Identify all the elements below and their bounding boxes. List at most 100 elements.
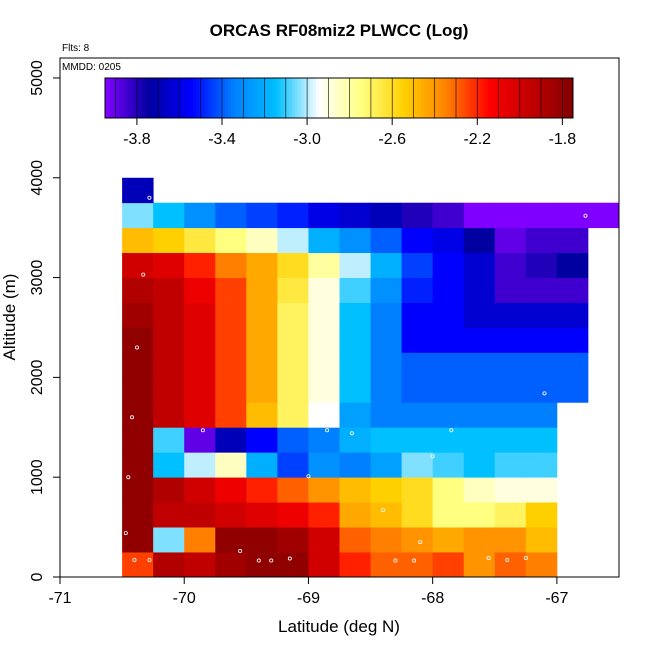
colorbar-swatch bbox=[523, 78, 527, 118]
colorbar-swatch bbox=[327, 78, 331, 118]
colorbar-swatch bbox=[453, 78, 457, 118]
colorbar-swatch bbox=[128, 78, 132, 118]
heatmap-cell bbox=[153, 502, 185, 528]
heatmap-cell bbox=[153, 277, 185, 303]
colorbar-swatch bbox=[125, 78, 129, 118]
heatmap-cell bbox=[122, 352, 154, 378]
heatmap-cell bbox=[153, 202, 185, 229]
colorbar-swatch bbox=[172, 78, 176, 118]
heatmap-cell bbox=[184, 252, 216, 278]
heatmap-cell bbox=[215, 502, 247, 528]
colorbar-tick-label: -2.2 bbox=[463, 131, 491, 148]
colorbar-swatch bbox=[359, 78, 363, 118]
colorbar-tick-label: -3.8 bbox=[123, 131, 151, 148]
colorbar-swatch bbox=[163, 78, 167, 118]
colorbar-swatch bbox=[447, 78, 451, 118]
heatmap-cell bbox=[215, 452, 247, 478]
colorbar-swatch bbox=[353, 78, 358, 118]
colorbar-swatch bbox=[444, 78, 448, 118]
heatmap-cell bbox=[184, 202, 216, 229]
colorbar-swatch bbox=[178, 78, 182, 118]
colorbar-swatch bbox=[257, 78, 261, 118]
heatmap-cell bbox=[184, 302, 216, 328]
heatmap-cell bbox=[463, 202, 496, 229]
heatmap-cell bbox=[494, 252, 527, 278]
heatmap-cell bbox=[370, 327, 403, 353]
heatmap-cell bbox=[432, 277, 465, 303]
colorbar-tick-label: -2.6 bbox=[378, 131, 406, 148]
heatmap-cell bbox=[370, 227, 403, 254]
heatmap-cell bbox=[463, 227, 496, 254]
colorbar-swatch bbox=[438, 78, 442, 118]
colorbar-swatch bbox=[479, 78, 483, 118]
y-tick-label: 3000 bbox=[29, 260, 46, 296]
heatmap-cell bbox=[525, 302, 558, 328]
heatmap-cell bbox=[122, 527, 154, 553]
heatmap-cell bbox=[184, 377, 216, 403]
colorbar-swatch bbox=[213, 78, 217, 118]
heatmap-cell bbox=[184, 352, 216, 378]
colorbar-swatch bbox=[473, 78, 477, 118]
colorbar-swatch bbox=[526, 78, 530, 118]
heatmap-cell bbox=[525, 527, 558, 553]
sample-point bbox=[147, 558, 152, 563]
colorbar-swatch bbox=[277, 78, 281, 118]
colorbar-swatch bbox=[371, 78, 375, 118]
colorbar-swatch bbox=[157, 78, 162, 118]
heatmap-cell bbox=[153, 552, 185, 578]
heatmap-cell bbox=[153, 252, 185, 278]
heatmap-cell bbox=[370, 502, 403, 528]
colorbar-swatch bbox=[271, 78, 276, 118]
heatmap-cell bbox=[215, 427, 247, 453]
colorbar-swatch bbox=[286, 78, 290, 118]
colorbar-swatch bbox=[160, 78, 164, 118]
colorbar-swatch bbox=[140, 78, 144, 118]
heatmap-cell bbox=[184, 427, 216, 453]
heatmap-cell bbox=[277, 252, 309, 278]
heatmap-cell bbox=[122, 202, 154, 229]
heatmap-cell bbox=[246, 552, 278, 578]
colorbar-swatch bbox=[251, 78, 255, 118]
heatmap-cell bbox=[370, 427, 403, 453]
heatmap-cell bbox=[525, 327, 558, 353]
heatmap-cell bbox=[370, 402, 403, 428]
heatmap-cell bbox=[122, 477, 154, 503]
colorbar-swatch bbox=[377, 78, 381, 118]
heatmap-cell bbox=[432, 227, 465, 254]
colorbar-swatch bbox=[312, 78, 317, 118]
heatmap-cell bbox=[184, 327, 216, 353]
heatmap-cell bbox=[215, 527, 247, 553]
y-tick-label: 0 bbox=[29, 572, 46, 581]
heatmap-cell bbox=[122, 427, 154, 453]
heatmap-cell bbox=[246, 452, 278, 478]
heatmap-cell bbox=[215, 252, 247, 278]
flights-note: Flts: 8 bbox=[62, 43, 90, 54]
colorbar-swatch bbox=[318, 78, 322, 118]
heatmap-cell bbox=[525, 552, 558, 578]
heatmap-cell bbox=[432, 327, 465, 353]
x-tick-label: -70 bbox=[173, 590, 196, 607]
heatmap-cell bbox=[432, 202, 465, 229]
heatmap-cell bbox=[339, 277, 371, 303]
y-tick-label: 4000 bbox=[29, 160, 46, 196]
heatmap-cell bbox=[494, 502, 527, 528]
heatmap-cell bbox=[587, 202, 620, 229]
heatmap-cell bbox=[184, 277, 216, 303]
sample-point bbox=[132, 558, 137, 563]
heatmap-cell bbox=[432, 302, 465, 328]
heatmap-cell bbox=[401, 202, 434, 229]
sample-point bbox=[256, 558, 261, 563]
heatmap-cell bbox=[153, 302, 185, 328]
heatmap-cell bbox=[556, 252, 589, 278]
colorbar-swatch bbox=[432, 78, 437, 118]
heatmap-cell bbox=[246, 302, 278, 328]
heatmap-cell bbox=[339, 302, 371, 328]
heatmap-cell bbox=[525, 202, 558, 229]
colorbar-swatch bbox=[420, 78, 425, 118]
colorbar-swatch bbox=[298, 78, 302, 118]
colorbar-swatch bbox=[183, 78, 188, 118]
colorbar-swatch bbox=[280, 78, 284, 118]
chart-title: ORCAS RF08miz2 PLWCC (Log) bbox=[210, 21, 469, 40]
heatmap-cell bbox=[246, 352, 278, 378]
